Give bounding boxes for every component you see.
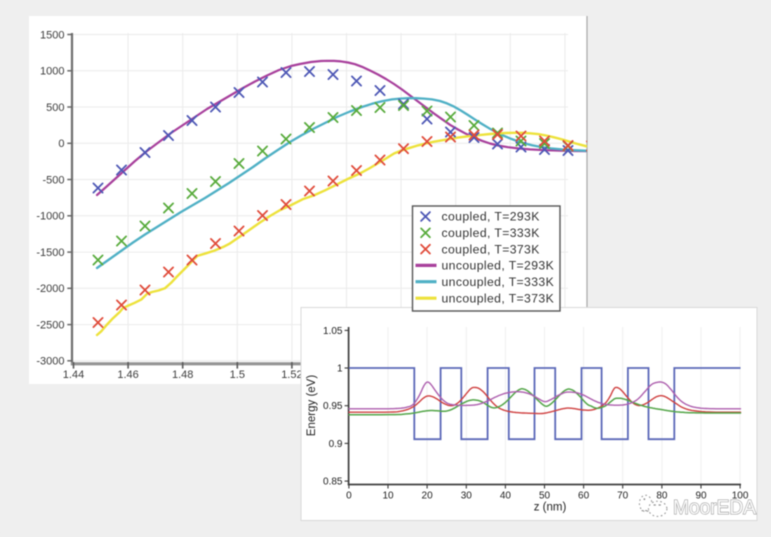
svg-text:1.46: 1.46 (117, 369, 138, 381)
svg-text:40: 40 (500, 491, 512, 502)
svg-text:1.52: 1.52 (281, 369, 302, 381)
svg-text:1.44: 1.44 (63, 369, 84, 381)
svg-text:-3000: -3000 (36, 356, 64, 368)
svg-text:uncoupled, T=293K: uncoupled, T=293K (442, 259, 555, 273)
svg-text:coupled, T=373K: coupled, T=373K (442, 242, 540, 256)
svg-text:80: 80 (656, 491, 668, 502)
svg-text:0.85: 0.85 (323, 477, 343, 488)
svg-text:500: 500 (46, 102, 64, 114)
svg-text:-1500: -1500 (36, 247, 64, 259)
svg-text:0: 0 (58, 138, 64, 150)
svg-text:10: 10 (382, 491, 394, 502)
svg-text:70: 70 (617, 491, 629, 502)
svg-text:30: 30 (461, 491, 473, 502)
svg-text:-2500: -2500 (36, 319, 64, 331)
svg-text:20: 20 (422, 491, 434, 502)
svg-text:Energy (eV): Energy (eV) (306, 375, 318, 437)
svg-text:coupled, T=293K: coupled, T=293K (442, 210, 540, 224)
svg-text:uncoupled, T=333K: uncoupled, T=333K (442, 275, 555, 289)
svg-text:-1000: -1000 (36, 211, 64, 223)
svg-text:60: 60 (578, 491, 590, 502)
svg-text:90: 90 (695, 491, 707, 502)
svg-text:1.5: 1.5 (230, 369, 245, 381)
svg-text:uncoupled, T=373K: uncoupled, T=373K (442, 291, 555, 305)
svg-text:z (nm): z (nm) (534, 502, 567, 514)
svg-text:-500: -500 (42, 174, 64, 186)
svg-text:1.05: 1.05 (323, 326, 343, 337)
svg-text:50: 50 (539, 491, 551, 502)
svg-text:-2000: -2000 (36, 283, 64, 295)
svg-text:0.95: 0.95 (323, 401, 343, 412)
svg-text:1.48: 1.48 (172, 369, 193, 381)
svg-text:0: 0 (346, 491, 352, 502)
svg-text:1500: 1500 (40, 29, 64, 41)
svg-text:MoorEDA: MoorEDA (673, 497, 757, 519)
svg-text:1000: 1000 (40, 66, 64, 78)
svg-text:100: 100 (732, 491, 749, 502)
svg-text:0.9: 0.9 (329, 439, 343, 450)
svg-text:1: 1 (337, 363, 343, 374)
svg-text:coupled, T=333K: coupled, T=333K (442, 226, 540, 240)
